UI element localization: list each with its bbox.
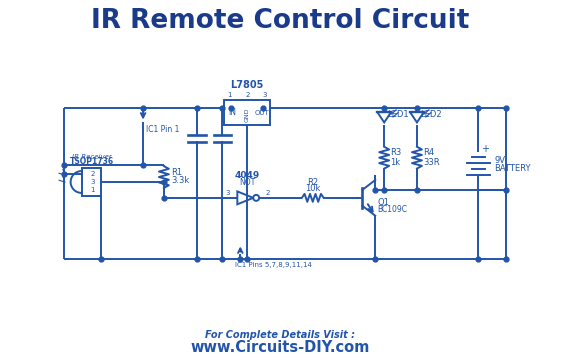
Text: 3.3k: 3.3k — [171, 176, 189, 185]
Text: R4: R4 — [423, 148, 434, 157]
Bar — [224, 100, 270, 125]
Text: 2: 2 — [265, 190, 269, 196]
Text: 1: 1 — [227, 92, 232, 98]
Text: TSOP1736: TSOP1736 — [70, 157, 113, 166]
Text: 3: 3 — [90, 179, 95, 185]
Text: 3: 3 — [263, 92, 268, 98]
Text: www.Circuits-DIY.com: www.Circuits-DIY.com — [190, 340, 370, 355]
Text: 4049: 4049 — [234, 171, 260, 180]
Text: BC109C: BC109C — [377, 205, 407, 214]
Text: 9V: 9V — [494, 156, 505, 165]
Text: R1: R1 — [171, 167, 182, 176]
Text: 1: 1 — [90, 187, 95, 193]
Text: R3: R3 — [390, 148, 402, 157]
Text: NOT: NOT — [239, 178, 255, 187]
Text: IN: IN — [228, 108, 236, 117]
Text: IR Receiver: IR Receiver — [72, 154, 111, 160]
Text: IC1 Pin 1: IC1 Pin 1 — [146, 125, 180, 134]
Text: IC1 Pins 5,7,8,9,11,14: IC1 Pins 5,7,8,9,11,14 — [236, 262, 312, 268]
Text: 3: 3 — [226, 190, 231, 196]
Text: For Complete Details Visit :: For Complete Details Visit : — [205, 330, 355, 340]
Text: 1k: 1k — [390, 158, 400, 167]
Text: L7805: L7805 — [231, 80, 264, 90]
Text: +: + — [481, 144, 489, 154]
Text: OUT: OUT — [255, 109, 269, 116]
Text: 2: 2 — [245, 92, 250, 98]
Text: 33R: 33R — [423, 158, 439, 167]
Text: Q1: Q1 — [377, 198, 389, 207]
Text: LED2: LED2 — [420, 110, 442, 119]
Text: IR Remote Control Circuit: IR Remote Control Circuit — [91, 8, 469, 34]
Text: R2: R2 — [307, 178, 318, 187]
Text: LED1: LED1 — [387, 110, 409, 119]
Text: 10k: 10k — [305, 184, 320, 193]
Bar — [81, 168, 102, 196]
Text: 2: 2 — [90, 171, 95, 177]
Text: BATTERY: BATTERY — [494, 163, 531, 172]
Text: GND: GND — [245, 107, 250, 122]
